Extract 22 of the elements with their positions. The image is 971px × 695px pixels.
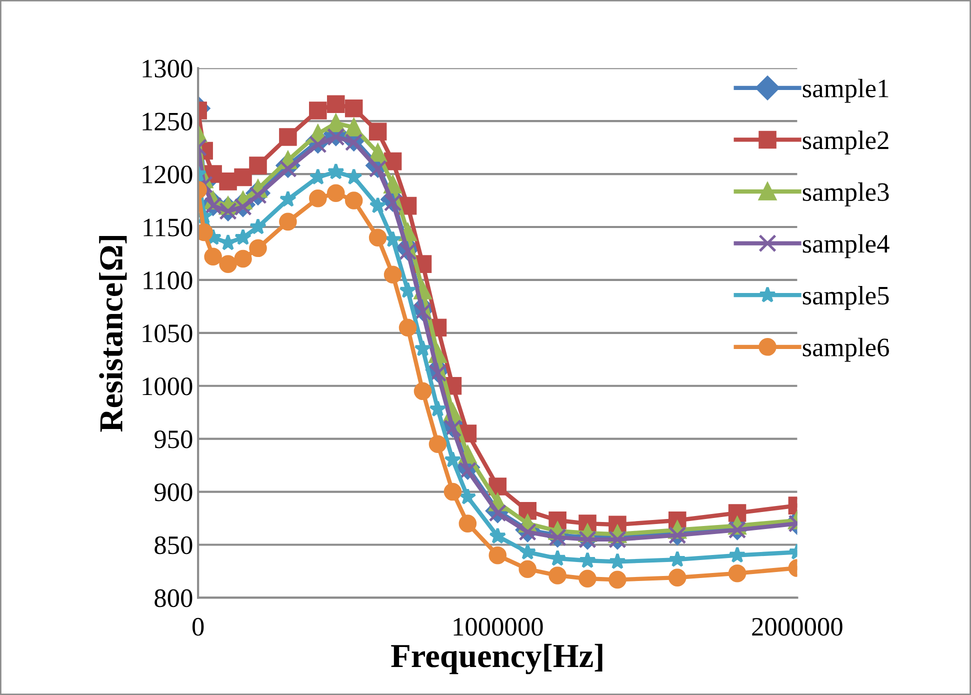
x-tick-label: 2000000 <box>752 618 842 636</box>
legend-label: sample1 <box>802 78 888 103</box>
y-tick-label: 1200 <box>142 166 192 184</box>
y-tick-label: 1050 <box>142 324 192 342</box>
y-tick-label: 1100 <box>144 272 192 290</box>
y-tick-label: 1250 <box>142 112 192 130</box>
y-axis-title: Resistance[Ω] <box>99 236 127 432</box>
y-tick-label: 1150 <box>144 218 192 236</box>
legend-label: sample5 <box>802 286 889 310</box>
legend-label: sample2 <box>802 130 888 155</box>
x-tick-label: 0 <box>192 618 204 636</box>
y-tick-label: 900 <box>154 483 192 502</box>
y-tick-label: 1000 <box>142 377 192 396</box>
x-axis-title: Frequency[Hz] <box>391 644 602 674</box>
legend-label: sample4 <box>802 234 890 258</box>
y-tick-label: 1300 <box>142 60 192 78</box>
y-tick-label: 800 <box>154 589 192 608</box>
y-tick-label: 950 <box>154 430 192 448</box>
y-tick-label: 850 <box>154 536 192 554</box>
x-tick-label: 1000000 <box>454 618 543 636</box>
legend-label: sample6 <box>802 338 889 362</box>
legend-label: sample3 <box>802 182 889 206</box>
